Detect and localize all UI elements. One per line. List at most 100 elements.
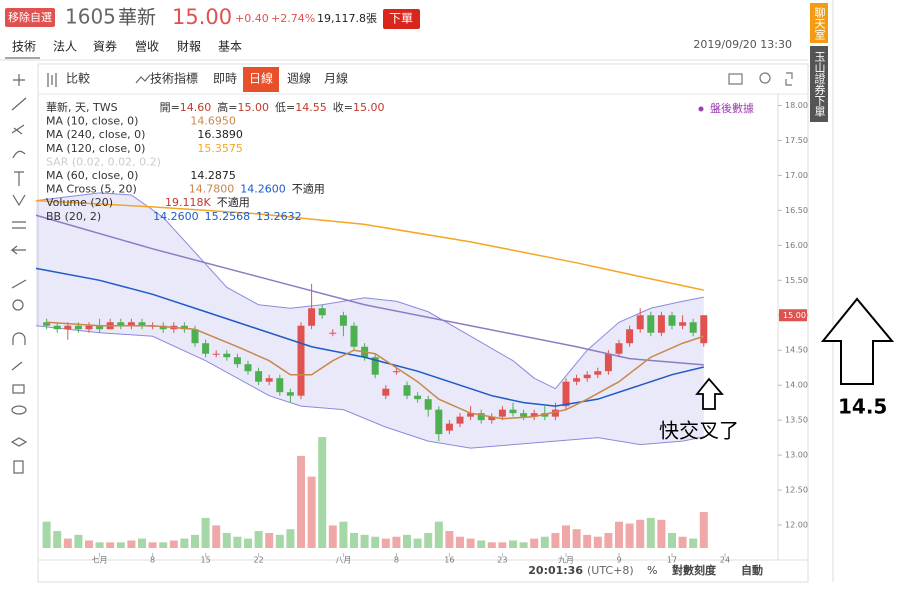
- volume-bar: [424, 532, 433, 548]
- toolbar-item[interactable]: 日線: [249, 71, 273, 86]
- volume-bar: [477, 540, 486, 548]
- clock: 20:01:36: [528, 564, 583, 577]
- legend-row: SAR (0.02, 0.02, 0.2): [46, 155, 161, 168]
- candle-body: [456, 416, 464, 424]
- remove-button[interactable]: [5, 8, 55, 27]
- candle-body: [488, 416, 496, 421]
- candle-body: [626, 329, 634, 344]
- tab[interactable]: 基本: [218, 40, 242, 54]
- volume-bar: [275, 534, 284, 548]
- chat-tab[interactable]: 聊天室: [810, 3, 828, 43]
- toolbar-item[interactable]: 月線: [324, 71, 348, 86]
- volume-bar: [699, 512, 708, 548]
- volume-bar: [646, 517, 655, 548]
- y-tick-label: 12.00: [785, 521, 808, 530]
- legend-value: 14.55: [295, 101, 327, 114]
- toolbar-item[interactable]: 比較: [66, 71, 90, 86]
- candle-body: [85, 325, 93, 330]
- volume-bar: [201, 517, 210, 548]
- volume-bar: [339, 521, 348, 548]
- volume-bar: [572, 529, 581, 548]
- candle-body: [689, 322, 697, 333]
- volume-bar: [360, 534, 369, 548]
- candle-body: [424, 399, 432, 410]
- y-tick-label: 13.50: [785, 416, 808, 425]
- indicator-line: [35, 199, 704, 291]
- legend-value: 不適用: [292, 182, 325, 196]
- percent[interactable]: %: [647, 564, 657, 577]
- tab[interactable]: 法人: [53, 40, 77, 54]
- toolbar-item[interactable]: 即時: [213, 72, 237, 86]
- legend-value: 15.00: [238, 101, 270, 114]
- candle-body: [318, 308, 326, 316]
- candle-body: [382, 388, 390, 396]
- candle-body: [74, 325, 82, 330]
- auto[interactable]: 自動: [741, 563, 763, 577]
- legend-name: MA (60, close, 0): [46, 169, 138, 182]
- volume-bar: [127, 540, 136, 548]
- legend-row: Volume (20) 19.118K 不適用: [46, 195, 250, 209]
- x-tick-label: 九月: [558, 556, 574, 565]
- candle-body: [43, 322, 51, 326]
- volume-bar: [233, 536, 242, 548]
- legend-value: 14.6950: [190, 115, 236, 128]
- volume-bar: [180, 538, 189, 548]
- x-tick-label: 八月: [335, 556, 351, 565]
- volume-bar: [85, 540, 93, 548]
- y-tick-label: 17.00: [785, 171, 808, 180]
- toolbar-item[interactable]: 週線: [287, 71, 311, 86]
- left-icons: [10, 73, 151, 474]
- candle-body: [668, 315, 676, 326]
- log-scale[interactable]: 對數刻度: [672, 563, 717, 577]
- x-tick-label: 16: [444, 556, 454, 565]
- legend-name: Volume (20): [46, 196, 113, 209]
- legend-value: 13.2632: [256, 210, 302, 223]
- candle-body: [159, 325, 167, 330]
- candle-body: [594, 371, 602, 375]
- active-tool: [243, 67, 279, 92]
- tab[interactable]: 資券: [93, 39, 117, 54]
- legend-value: 不適用: [217, 195, 250, 209]
- candle-body: [202, 343, 210, 354]
- candle-body: [647, 315, 655, 333]
- legend-row: MA (120, close, 0) 15.3575: [46, 142, 243, 155]
- tab[interactable]: 營收: [135, 40, 159, 54]
- legend-value: 14.2600: [153, 210, 199, 223]
- candle-body: [467, 413, 475, 417]
- stock-name: 華新: [118, 7, 156, 29]
- legend-row: MA (240, close, 0) 16.3890: [46, 128, 243, 141]
- order-button[interactable]: [383, 9, 420, 29]
- volume-bar: [615, 521, 623, 548]
- order-tab[interactable]: 玉山證券下單: [810, 46, 828, 122]
- y-tick-label: 16.50: [785, 206, 808, 215]
- tab[interactable]: 財報: [177, 39, 201, 54]
- volume-bar: [678, 536, 687, 548]
- y-tick-label: 12.50: [785, 486, 808, 495]
- candle-body: [117, 322, 125, 326]
- datetime: 2019/09/20 13:30: [693, 38, 792, 51]
- indicator-line: [35, 214, 704, 366]
- volume-bar: [222, 532, 231, 548]
- candle-body: [138, 322, 146, 326]
- indicator-line: [46, 321, 705, 420]
- indicator-line: [35, 267, 704, 407]
- volume-bar: [551, 532, 560, 548]
- toolbar-item[interactable]: 技術指標: [150, 71, 198, 86]
- legend-value: 低=: [275, 101, 295, 114]
- legend-value: 16.3890: [197, 128, 243, 141]
- volume-bar: [286, 529, 295, 548]
- volume-bar: [689, 538, 698, 548]
- tab[interactable]: 技術: [12, 40, 36, 54]
- legend-name: 華新, 天, TWS: [46, 100, 118, 114]
- volume-bar: [540, 536, 549, 548]
- volume-bar: [169, 540, 178, 548]
- band-edge: [35, 192, 704, 390]
- volume-bar: [519, 542, 528, 548]
- x-tick-label: 七月: [92, 556, 108, 565]
- candle-body: [212, 353, 220, 355]
- after-hours[interactable]: 盤後數據: [710, 101, 754, 115]
- candle-body: [583, 374, 591, 379]
- band-edge: [35, 325, 704, 449]
- legend-name: MA (240, close, 0): [46, 128, 145, 141]
- candle-body: [445, 423, 453, 431]
